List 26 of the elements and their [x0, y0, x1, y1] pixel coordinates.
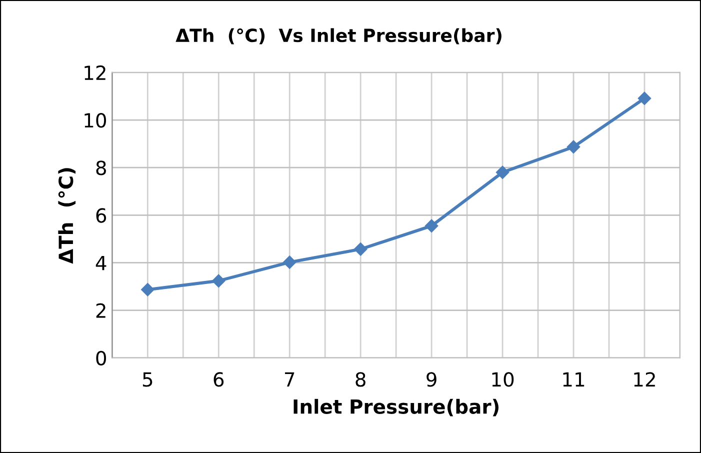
point: [424, 219, 438, 232]
x-tick-label: 11: [563, 372, 584, 387]
x-tick-label: 12: [634, 372, 655, 387]
point: [638, 92, 652, 105]
point: [566, 140, 580, 154]
point: [141, 283, 154, 296]
point: [212, 274, 226, 288]
chart-title: ΔTh (°C) Vs Inlet Pressure(bar): [176, 28, 502, 44]
x-tick-label: 8: [356, 372, 366, 387]
y-tick-label: 4: [96, 256, 106, 270]
y-tick-label: 6: [96, 208, 106, 223]
x-tick-label: 7: [285, 372, 294, 387]
x-tick-label: 9: [426, 372, 436, 387]
y-tick-label: 10: [84, 113, 106, 128]
x-tick-label: 5: [142, 372, 152, 387]
y-tick-label: 12: [84, 65, 106, 80]
x-tick-label: 10: [492, 372, 514, 387]
y-tick-label: 8: [96, 160, 106, 176]
x-axis-title: Inlet Pressure(bar): [294, 398, 498, 416]
x-tick-label: 6: [214, 372, 224, 387]
y-tick-label: 0: [96, 350, 106, 366]
point: [283, 256, 296, 269]
y-tick-label: 2: [96, 303, 106, 318]
point: [354, 242, 368, 256]
y-axis-title: ΔTh (°C): [58, 168, 76, 264]
point: [496, 166, 510, 179]
